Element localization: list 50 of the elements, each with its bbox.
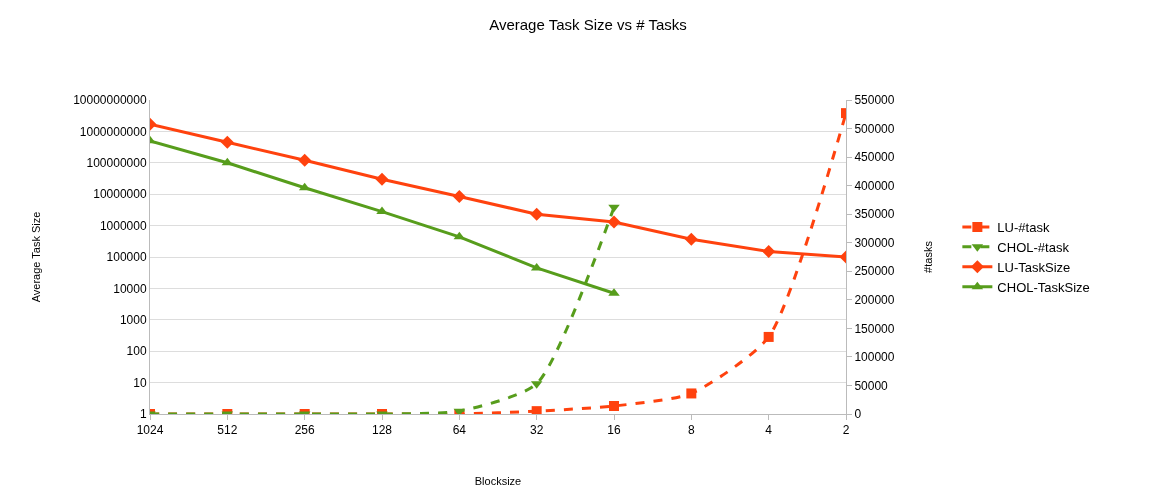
legend-label: CHOL-TaskSize xyxy=(997,279,1090,295)
x-tick-label: 64 xyxy=(452,423,467,438)
point xyxy=(298,153,312,167)
y-tick-label: 100000000 xyxy=(86,156,147,170)
x-tick-label: 2 xyxy=(842,423,850,438)
y2-tick-label: 150000 xyxy=(854,321,895,336)
y-tick-label: 1 xyxy=(139,407,147,422)
y2-tick-label: 0 xyxy=(854,407,862,422)
x-tick-label: 256 xyxy=(294,423,315,438)
y2-tick-label: 550000 xyxy=(854,93,895,108)
y-axis-title: Average Task Size xyxy=(29,211,42,303)
x-tick-label: 4 xyxy=(765,423,773,438)
point xyxy=(452,189,466,203)
point xyxy=(375,172,389,186)
x-tick-label: 16 xyxy=(607,423,621,438)
y2-axis-title: #tasks xyxy=(921,240,934,273)
y-tick-label: 10000000 xyxy=(93,187,147,202)
x-tick-label: 128 xyxy=(371,423,393,438)
x-axis-title: Blocksize xyxy=(474,474,522,487)
y2-tick-label: 250000 xyxy=(854,264,895,279)
legend-label: CHOL-#task xyxy=(997,239,1070,255)
y2-tick-label: 50000 xyxy=(854,378,889,393)
y2-tick-label: 400000 xyxy=(854,178,895,193)
point xyxy=(762,244,776,258)
y-tick-label: 1000000000 xyxy=(79,124,147,139)
x-tick-label: 8 xyxy=(687,423,695,438)
point xyxy=(684,232,698,246)
point xyxy=(607,215,621,229)
y2-tick-label: 300000 xyxy=(854,235,895,250)
x-tick-label: 512 xyxy=(217,423,238,438)
legend-label: LU-TaskSize xyxy=(997,259,1071,275)
x-tick-label: 32 xyxy=(529,423,544,438)
y-tick-label: 1000 xyxy=(119,313,147,327)
point xyxy=(530,207,544,221)
y2-tick-label: 500000 xyxy=(854,121,895,136)
point xyxy=(376,206,388,215)
chart-title: Average Task Size vs # Tasks xyxy=(489,16,687,34)
y-tick-label: 1000000 xyxy=(99,218,147,233)
y2-tick-label: 450000 xyxy=(854,150,895,165)
y-tick-label: 10000 xyxy=(113,281,147,296)
x-tick-label: 1024 xyxy=(136,423,164,438)
y-tick-label: 10000000000 xyxy=(73,93,147,108)
y-tick-label: 100 xyxy=(126,344,147,359)
y2-tick-label: 200000 xyxy=(854,293,895,308)
y2-tick-label: 350000 xyxy=(854,207,895,222)
legend-label: LU-#task xyxy=(997,220,1050,236)
point xyxy=(220,135,234,149)
y2-tick-label: 100000 xyxy=(854,350,895,365)
y-tick-label: 10 xyxy=(133,375,147,390)
y-tick-label: 100000 xyxy=(106,250,147,265)
